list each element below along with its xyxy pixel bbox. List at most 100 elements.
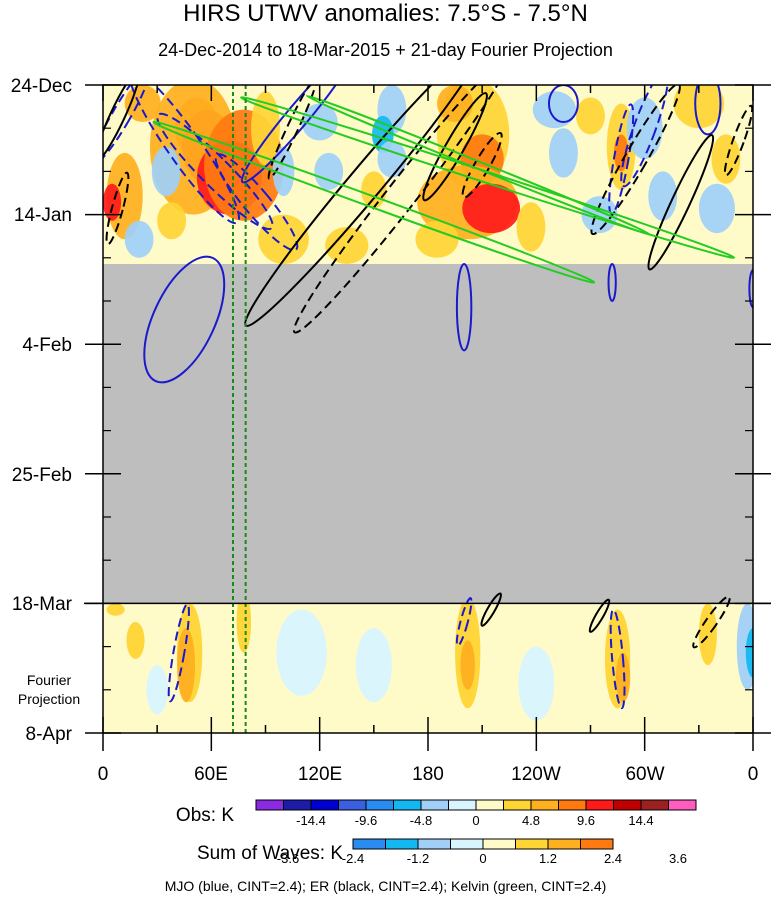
colorbar-swatch	[352, 838, 386, 850]
x-tick-label: 60W	[625, 764, 664, 785]
projection-patch	[355, 628, 392, 703]
x-tick-label: 0	[98, 764, 109, 785]
mjo-contour	[143, 255, 226, 384]
anomaly-patch	[124, 220, 154, 258]
y-tick-label: 24-Dec	[11, 76, 72, 97]
projection-patch	[236, 591, 252, 653]
er-contour	[267, 85, 318, 180]
anomaly-patch	[626, 97, 663, 160]
mjo-contour	[167, 603, 190, 703]
projection-patch	[106, 603, 125, 616]
projection-panel-background	[103, 603, 753, 733]
projection-patch	[698, 603, 717, 666]
colorbar-swatch	[417, 838, 451, 850]
y-tick-label: 4-Feb	[22, 335, 72, 356]
fourier-projection-label: Fourier Projection	[18, 672, 80, 707]
colorbar-swatch	[515, 838, 549, 850]
mjo-contour	[103, 85, 151, 166]
projection-patch	[177, 628, 196, 703]
anomaly-patch	[272, 146, 295, 197]
projection-patch	[276, 609, 327, 696]
anomaly-patch	[648, 171, 678, 221]
x-tick-label: 0	[748, 764, 759, 785]
colorbar-swatch	[420, 799, 449, 811]
er-contour	[103, 85, 141, 162]
mjo-contour	[214, 153, 299, 252]
anomaly-patch	[415, 220, 459, 258]
anomaly-patch	[462, 183, 521, 234]
anomaly-patch	[548, 128, 578, 178]
mjo-contour	[694, 85, 722, 136]
colorbar-swatch	[475, 799, 504, 811]
colorbar-tick-label: -2.4	[342, 851, 364, 866]
mjo-contour	[547, 85, 579, 124]
colorbar-swatch	[393, 799, 422, 811]
colorbar-tick-label: 0	[479, 851, 486, 866]
colorbar-swatch	[385, 838, 419, 850]
anomaly-patch	[673, 85, 725, 129]
colorbar-swatch	[365, 799, 394, 811]
waves-colorbar-label: Sum of Waves: K	[197, 843, 343, 864]
mjo-contour	[607, 262, 617, 303]
projection-patch	[745, 628, 753, 678]
colorbar-swatch	[558, 799, 587, 811]
contour-legend-footer: MJO (blue, CINT=2.4); ER (black, CINT=2.…	[164, 878, 607, 894]
projection-patch	[126, 621, 145, 659]
colorbar-swatch	[338, 799, 367, 811]
y-tick-label: 8-Apr	[26, 724, 73, 745]
wave-contours	[103, 85, 753, 710]
colorbar-swatch	[580, 838, 614, 850]
fourier-label-line: Fourier	[27, 672, 72, 688]
mjo-contour	[609, 608, 626, 710]
x-tick-label: 120E	[298, 764, 342, 785]
y-tick-label: 14-Jan	[14, 205, 72, 226]
anomaly-patch	[437, 85, 474, 123]
waves-colorbar	[352, 838, 614, 850]
colorbar-swatch	[450, 838, 484, 850]
anomaly-patch	[157, 202, 187, 240]
mjo-contour	[748, 269, 753, 309]
chart-title: HIRS UTWV anomalies: 7.5°S - 7.5°N	[183, 0, 588, 27]
colorbar-swatch	[283, 799, 312, 811]
colorbar-tick-label: -14.4	[296, 813, 326, 828]
chart-subtitle: 24-Dec-2014 to 18-Mar-2015 + 21-day Four…	[158, 40, 613, 60]
colorbar-swatch	[255, 799, 284, 811]
anomaly-patch	[314, 152, 344, 190]
anomaly-patch	[151, 146, 181, 197]
mjo-contour	[455, 262, 473, 352]
waves-colorbar-ticks: -3.6 -2.4 -1.2 0 1.2 2.4 3.6	[277, 851, 687, 866]
anomaly-patch	[576, 97, 605, 135]
reference-lines	[232, 85, 247, 733]
y-tick-label: 25-Feb	[12, 465, 72, 486]
projection-patches	[106, 591, 753, 721]
fourier-label-line: Projection	[18, 691, 80, 707]
colorbar-swatch	[585, 799, 614, 811]
y-tick-label: 18-Mar	[12, 594, 73, 615]
colorbar-swatch	[448, 799, 477, 811]
kelvin-contour	[305, 94, 652, 236]
colorbar-tick-label: 1.2	[539, 851, 557, 866]
mjo-contour	[128, 85, 240, 225]
colorbar-tick-label: 4.8	[522, 813, 540, 828]
er-contour	[588, 598, 611, 633]
colorbar-tick-label: -3.6	[277, 851, 299, 866]
x-tick-label: 120W	[511, 764, 561, 785]
colorbar-tick-label: 0	[472, 813, 479, 828]
mjo-contour	[455, 597, 473, 647]
er-contour	[723, 104, 753, 177]
er-contour	[692, 595, 731, 649]
colorbar-tick-label: 9.6	[577, 813, 595, 828]
axis-ticks	[85, 84, 771, 751]
colorbar-tick-label: 14.4	[628, 813, 653, 828]
colorbar-tick-label: 3.6	[669, 851, 687, 866]
anomaly-patch	[698, 183, 735, 234]
projection-patch	[615, 652, 631, 703]
obs-colorbar	[255, 799, 697, 811]
colorbar-swatch	[613, 799, 642, 811]
er-contour	[422, 92, 488, 202]
colorbar-tick-label: -4.8	[410, 813, 432, 828]
colorbar-tick-label: -9.6	[355, 813, 377, 828]
er-contour	[480, 592, 502, 627]
x-tick-label: 180	[412, 764, 444, 785]
er-contour	[461, 131, 503, 199]
